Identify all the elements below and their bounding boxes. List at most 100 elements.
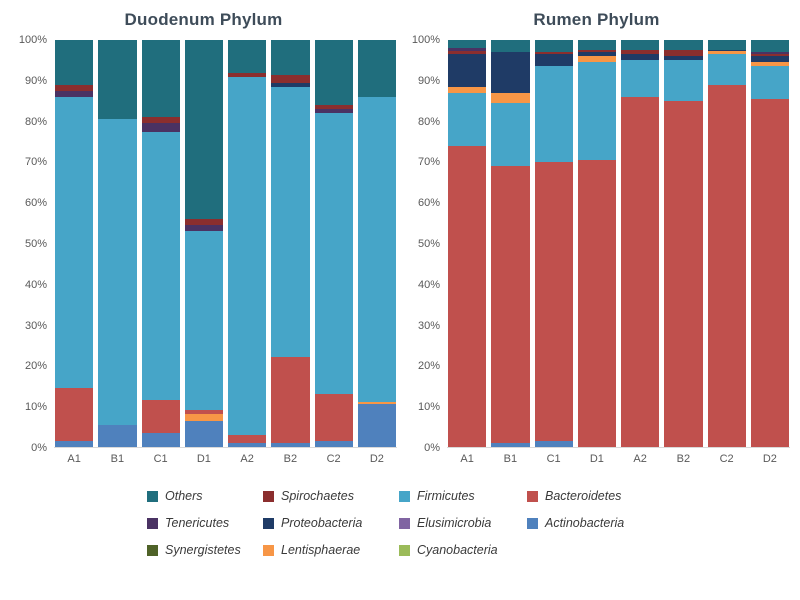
- y-tick-label: 40%: [417, 278, 440, 291]
- segment-tenericutes: [448, 48, 487, 52]
- segment-actinobacteria: [491, 442, 530, 447]
- stacked-bar: [184, 40, 223, 447]
- segment-spirochaetes: [228, 72, 267, 77]
- segment-firmicutes: [271, 86, 310, 358]
- segment-spirochaetes: [271, 74, 310, 83]
- segment-bacteroidetes: [448, 145, 487, 447]
- segment-lentisphaerae: [491, 92, 530, 104]
- segment-actinobacteria: [98, 424, 137, 447]
- segment-spirochaetes: [184, 219, 223, 226]
- y-tick-label: 20%: [24, 360, 47, 373]
- y-axis: 0% 10% 20% 30% 40% 50% 60% 70% 80% 90% 100%: [403, 34, 447, 454]
- segment-proteobacteria: [621, 54, 660, 61]
- stacked-bar: [534, 40, 573, 447]
- segment-others: [271, 40, 310, 75]
- stacked-bar: [664, 40, 703, 447]
- x-axis-labels: A1 B1 C1 D1 A2 B2 C2 D2: [54, 448, 397, 465]
- segment-others: [184, 40, 223, 220]
- segment-others: [314, 40, 353, 106]
- segment-firmicutes: [184, 231, 223, 411]
- segment-spirochaetes: [577, 50, 616, 53]
- chart-title: Rumen Phylum: [533, 10, 660, 29]
- segment-firmicutes: [621, 60, 660, 97]
- legend-item-lentisphaerae: Lentisphaerae: [263, 543, 399, 557]
- segment-others: [707, 40, 746, 51]
- legend: Others Spirochaetes Firmicutes Bacteroidete…: [147, 489, 653, 557]
- segment-firmicutes: [448, 92, 487, 146]
- bars-area: [447, 40, 790, 448]
- legend-label: Synergistetes: [165, 543, 241, 557]
- stacked-bar: [271, 40, 310, 447]
- segment-lentisphaerae: [448, 86, 487, 93]
- segment-lentisphaerae: [184, 414, 223, 421]
- legend-label: Elusimicrobia: [417, 516, 492, 530]
- stacked-bar: [314, 40, 353, 447]
- segment-firmicutes: [55, 96, 94, 388]
- segment-firmicutes: [577, 62, 616, 161]
- segment-others: [491, 40, 530, 53]
- x-tick-label: C2: [719, 453, 734, 465]
- legend-swatch: [147, 490, 158, 502]
- legend-item-elusimicrobia: Elusimicrobia: [399, 516, 527, 530]
- segment-proteobacteria: [448, 54, 487, 87]
- segment-tenericutes: [750, 52, 789, 55]
- segment-tenericutes: [314, 109, 353, 114]
- legend-item-tenericutes: Tenericutes: [147, 516, 263, 530]
- segment-firmicutes: [314, 113, 353, 395]
- legend-swatch: [263, 490, 274, 502]
- y-tick-label: 90%: [417, 74, 440, 87]
- chart-title: Duodenum Phylum: [124, 10, 283, 29]
- charts-row: Duodenum Phylum 0% 10% 20% 30% 40% 50% 60% 70% 8…: [10, 4, 790, 465]
- x-tick-label: A2: [633, 453, 647, 465]
- stacked-bar: [577, 40, 616, 447]
- legend-label: Firmicutes: [417, 489, 475, 503]
- stacked-bar: [491, 40, 530, 447]
- bar-b1: [98, 40, 137, 447]
- chart-rumen: Rumen Phylum 0% 10% 20% 30% 40% 50% 60% 70% 80% 9…: [403, 4, 790, 465]
- segment-others: [98, 40, 137, 120]
- segment-spirochaetes: [664, 50, 703, 57]
- bar-c1: [141, 40, 180, 447]
- x-tick-label: D1: [589, 453, 604, 465]
- segment-bacteroidetes: [228, 434, 267, 443]
- y-tick-label: 0%: [31, 442, 47, 454]
- segment-bacteroidetes: [491, 166, 530, 443]
- segment-bacteroidetes: [664, 101, 703, 447]
- segment-others: [448, 40, 487, 49]
- y-tick-label: 90%: [24, 74, 47, 87]
- bar-d1: [577, 40, 616, 447]
- segment-tenericutes: [141, 123, 180, 132]
- legend-swatch: [527, 517, 538, 529]
- bar-a1: [55, 40, 94, 447]
- legend-swatch: [399, 490, 410, 502]
- x-tick-label: C1: [546, 453, 561, 465]
- legend-item-cyanobacteria: Cyanobacteria: [399, 543, 527, 557]
- x-tick-label: B1: [110, 453, 125, 465]
- legend-label: Lentisphaerae: [281, 543, 361, 557]
- legend-label: Spirochaetes: [281, 489, 354, 503]
- segment-others: [141, 40, 180, 118]
- chart-duodenum: Duodenum Phylum 0% 10% 20% 30% 40% 50% 60% 70% 8…: [10, 4, 397, 465]
- segment-others: [357, 40, 396, 97]
- stacked-bar: [750, 40, 789, 447]
- segment-others: [534, 40, 573, 53]
- x-tick-label: C2: [326, 453, 341, 465]
- segment-bacteroidetes: [141, 400, 180, 433]
- bar-c2: [314, 40, 353, 447]
- x-tick-label: B2: [283, 453, 298, 465]
- segment-others: [55, 40, 94, 85]
- bar-c2: [707, 40, 746, 447]
- bar-d1: [184, 40, 223, 447]
- segment-actinobacteria: [271, 442, 310, 447]
- legend-item-synergistetes: Synergistetes: [147, 543, 263, 557]
- segment-firmicutes: [141, 131, 180, 401]
- legend-label: Proteobacteria: [281, 516, 363, 530]
- segment-lentisphaerae: [577, 56, 616, 63]
- y-tick-label: 20%: [417, 360, 440, 373]
- segment-others: [621, 40, 660, 51]
- y-tick-label: 100%: [18, 34, 47, 46]
- stacked-bar: [707, 40, 746, 447]
- legend-label: Others: [165, 489, 203, 503]
- x-tick-label: D2: [762, 453, 777, 465]
- segment-bacteroidetes: [55, 387, 94, 441]
